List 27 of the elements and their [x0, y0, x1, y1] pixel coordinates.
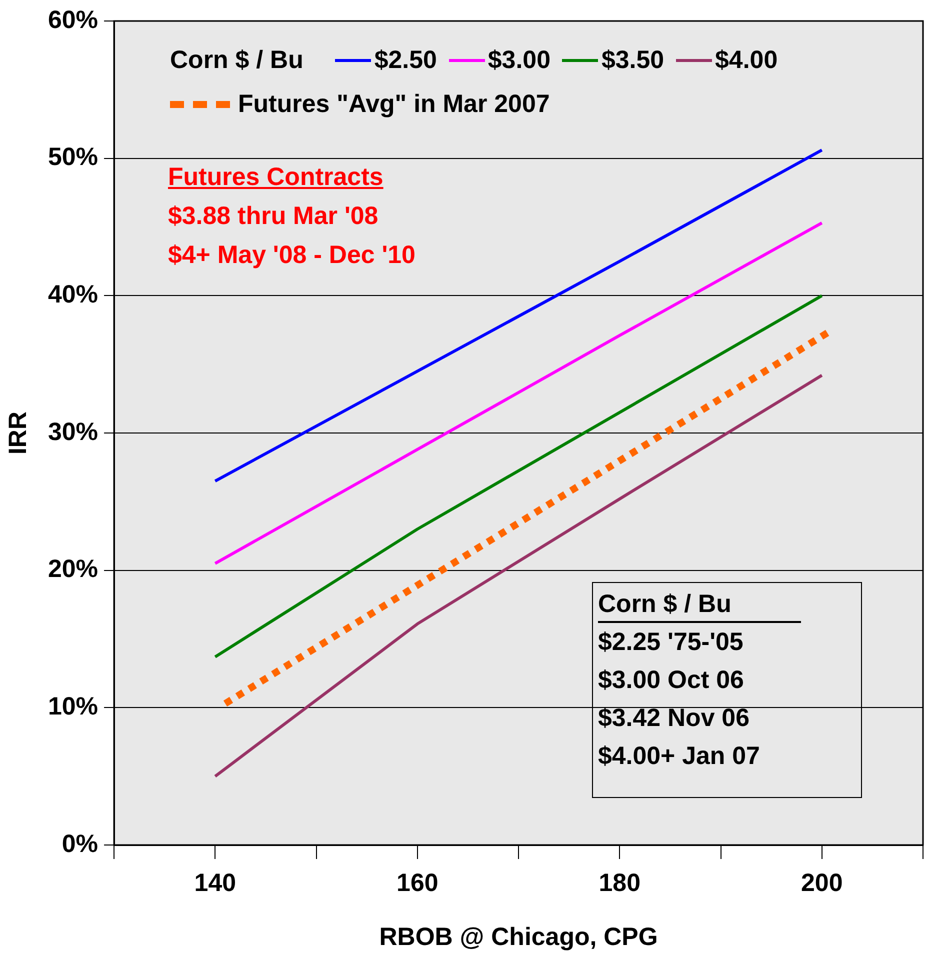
y-tick-label: 60% — [48, 6, 98, 34]
y-tick-label: 30% — [48, 418, 98, 446]
annotation: $3.00 Oct 06 — [598, 666, 744, 694]
x-tick-label: 180 — [598, 868, 640, 897]
y-tick-label: 50% — [48, 143, 98, 172]
x-axis-title: RBOB @ Chicago, CPG — [379, 922, 658, 951]
annotation: Corn $ / Bu — [598, 587, 802, 623]
y-axis-title: IRR — [4, 411, 32, 455]
x-tick-label: 200 — [801, 868, 843, 897]
legend-label: $4.00 — [715, 46, 778, 74]
y-tick-label: 20% — [48, 555, 98, 584]
annotation: $2.25 '75-'05 — [598, 628, 744, 656]
legend-title: Corn $ / Bu — [170, 46, 304, 74]
legend-label: $2.50 — [374, 46, 437, 74]
legend-label: $3.00 — [488, 46, 550, 74]
legend-label: $3.50 — [601, 46, 664, 74]
annotation: Futures Contracts — [168, 162, 384, 193]
legend-label: Futures "Avg" in Mar 2007 — [238, 90, 550, 118]
y-tick-label: 10% — [48, 692, 98, 721]
y-tick-label: 0% — [62, 830, 98, 858]
annotation: $4+ May '08 - Dec '10 — [168, 240, 416, 271]
annotation: $3.42 Nov 06 — [598, 704, 750, 732]
x-tick-label: 140 — [194, 868, 236, 897]
annotation: $3.88 thru Mar '08 — [168, 201, 380, 232]
x-tick-label: 160 — [396, 868, 438, 897]
annotation: $4.00+ Jan 07 — [598, 742, 760, 770]
y-tick-label: 40% — [48, 280, 98, 309]
